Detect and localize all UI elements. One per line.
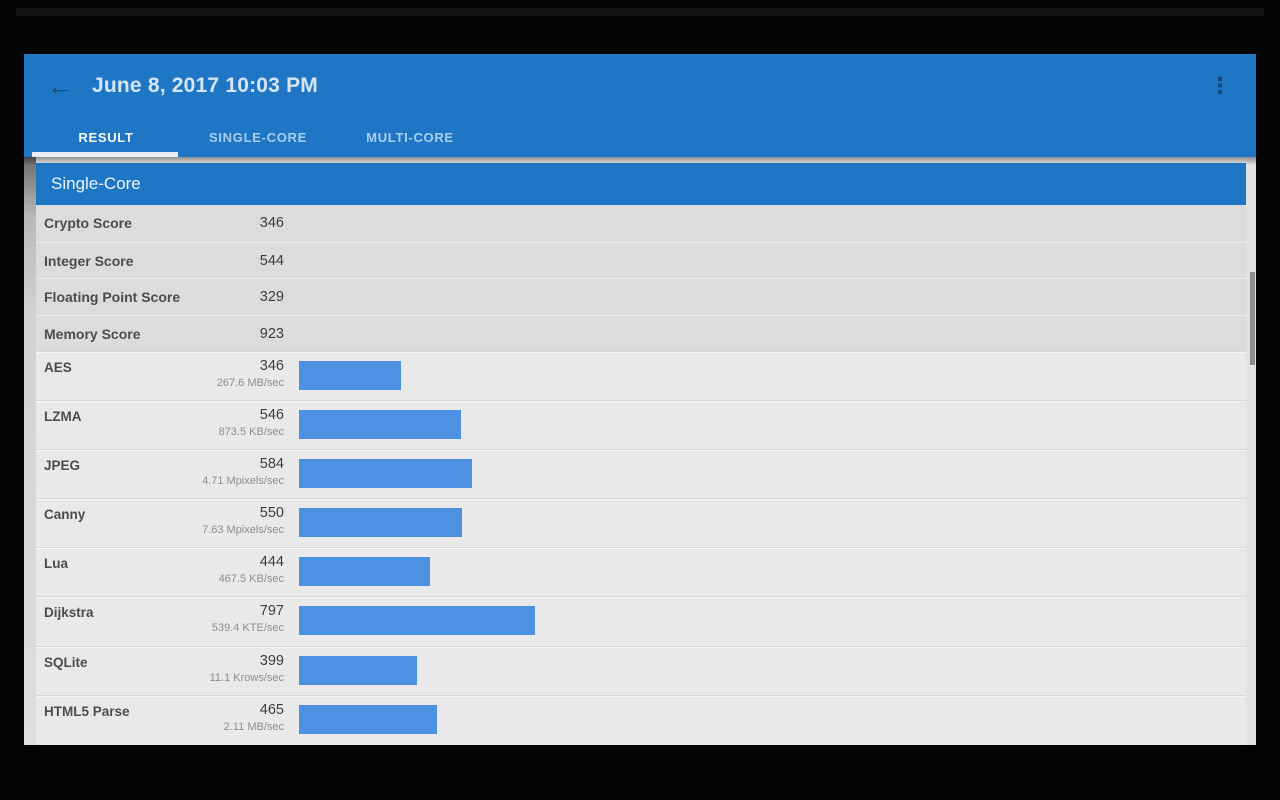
benchmark-score: 444 [259, 554, 284, 571]
benchmark-bar [299, 459, 472, 489]
benchmark-score: 465 [259, 701, 284, 718]
benchmark-name: HTML5 Parse [44, 703, 130, 719]
benchmark-bar [299, 361, 401, 390]
summary-label: Memory Score [44, 325, 141, 342]
section-header-single-core: Single-Core [36, 163, 1246, 205]
summary-row: Floating Point Score 329 [36, 278, 1246, 315]
summary-label: Integer Score [44, 252, 134, 269]
results-list: Single-Core Crypto Score 346 Integer Score… [36, 157, 1246, 744]
back-arrow-icon: ← [47, 70, 73, 101]
tab-multi-core[interactable]: MULTI-CORE [334, 118, 486, 157]
benchmark-rate: 539.4 KTE/sec [211, 622, 284, 635]
summary-row: Integer Score 544 [36, 241, 1246, 278]
benchmark-name: LZMA [44, 409, 82, 425]
benchmark-score: 584 [259, 456, 284, 473]
benchmark-bar [299, 606, 535, 636]
tab-label: MULTI-CORE [366, 130, 454, 145]
summary-value: 544 [259, 252, 284, 269]
summary-label: Floating Point Score [44, 289, 181, 305]
benchmark-row: AES 346 267.6 MB/sec [36, 351, 1246, 401]
benchmark-row: Canny 550 7.63 Mpixels/sec [36, 498, 1246, 548]
benchmark-rate: 4.71 Mpixels/sec [202, 475, 284, 488]
summary-rows: Crypto Score 346 Integer Score 544 Floating … [36, 205, 1246, 351]
benchmark-rate: 7.63 Mpixels/sec [202, 524, 284, 537]
scroll-content: Single-Core Crypto Score 346 Integer Score… [24, 157, 1256, 745]
summary-row: Crypto Score 346 [36, 205, 1246, 242]
benchmark-bar [299, 410, 461, 440]
benchmark-score: 346 [259, 358, 284, 374]
benchmark-bar [299, 508, 462, 538]
benchmark-bar [299, 655, 417, 685]
benchmark-name: AES [44, 360, 72, 375]
benchmark-rate: 267.6 MB/sec [216, 377, 284, 389]
benchmark-rate: 467.5 KB/sec [218, 573, 284, 586]
benchmark-row: SQLite 399 11.1 Krows/sec [36, 645, 1246, 695]
summary-label: Crypto Score [44, 215, 132, 231]
summary-row: Memory Score 923 [36, 314, 1246, 351]
benchmark-name: Dijkstra [44, 605, 94, 621]
overflow-menu-button[interactable]: ⋮ [1200, 64, 1240, 108]
benchmark-score: 546 [259, 407, 284, 424]
benchmark-row: HTML5 Parse 465 2.11 MB/sec [36, 694, 1246, 744]
tab-result[interactable]: RESULT [30, 118, 182, 157]
tab-label: RESULT [78, 130, 134, 145]
benchmark-rate: 2.11 MB/sec [223, 720, 284, 733]
tab-label: SINGLE-CORE [209, 130, 307, 145]
app-bar-top-row: ← June 8, 2017 10:03 PM ⋮ [24, 54, 1256, 118]
benchmark-row: Lua 444 467.5 KB/sec [36, 547, 1246, 597]
tab-bar: RESULT SINGLE-CORE MULTI-CORE [24, 118, 1256, 157]
benchmark-row: LZMA 546 873.5 KB/sec [36, 400, 1246, 450]
benchmark-bar [299, 704, 437, 734]
benchmark-rows: AES 346 267.6 MB/sec LZMA 546 873.5 KB/sec JPE… [36, 351, 1246, 744]
scrollbar-thumb[interactable] [1250, 272, 1255, 365]
benchmark-name: Canny [44, 507, 86, 523]
summary-value: 329 [259, 289, 284, 305]
benchmark-row: Dijkstra 797 539.4 KTE/sec [36, 596, 1246, 646]
app-bar: ← June 8, 2017 10:03 PM ⋮ RESULT SINGLE-C… [24, 54, 1256, 157]
benchmark-score: 797 [259, 603, 284, 620]
benchmark-name: SQLite [44, 654, 88, 670]
back-button[interactable]: ← [38, 64, 82, 108]
benchmark-score: 550 [259, 505, 284, 522]
benchmark-rate: 11.1 Krows/sec [209, 671, 284, 684]
summary-value: 346 [259, 215, 284, 231]
letterbox-strip [16, 8, 1264, 16]
section-title: Single-Core [51, 174, 141, 193]
benchmark-name: JPEG [44, 458, 81, 474]
page-title: June 8, 2017 10:03 PM [92, 74, 318, 97]
right-gutter [1246, 157, 1256, 745]
app-bar-shadow [24, 157, 1256, 165]
geekbench-result-screen: ← June 8, 2017 10:03 PM ⋮ RESULT SINGLE-C… [24, 54, 1256, 745]
left-gutter [24, 157, 36, 745]
benchmark-bar [299, 557, 430, 587]
tab-single-core[interactable]: SINGLE-CORE [182, 118, 334, 157]
summary-value: 923 [259, 325, 284, 342]
benchmark-name: Lua [44, 556, 69, 572]
overflow-dots-icon: ⋮ [1209, 73, 1231, 98]
benchmark-score: 399 [259, 652, 284, 669]
benchmark-row: JPEG 584 4.71 Mpixels/sec [36, 449, 1246, 499]
benchmark-rate: 873.5 KB/sec [218, 426, 284, 439]
